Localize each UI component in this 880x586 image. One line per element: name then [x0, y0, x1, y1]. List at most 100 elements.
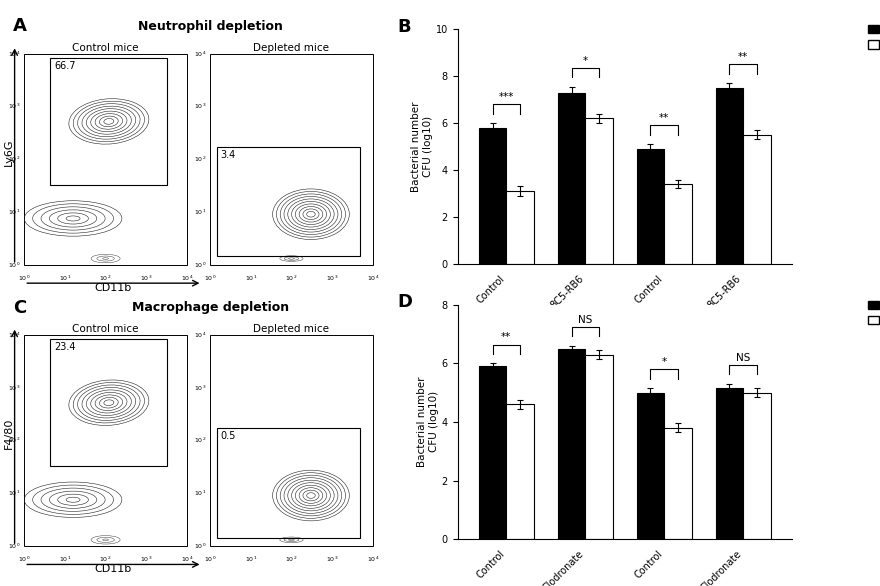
- Text: CD11b: CD11b: [95, 564, 132, 574]
- Bar: [744, 393, 771, 539]
- Text: 8C5-RB6: 8C5-RB6: [707, 273, 744, 310]
- Text: ***: ***: [499, 92, 514, 102]
- FancyBboxPatch shape: [210, 335, 373, 546]
- Text: 0.5: 0.5: [221, 431, 236, 441]
- Text: 10$^1$: 10$^1$: [8, 489, 20, 498]
- Text: 10$^1$: 10$^1$: [194, 489, 206, 498]
- Text: 10$^3$: 10$^3$: [194, 383, 206, 393]
- Text: 10$^2$: 10$^2$: [8, 155, 20, 164]
- Text: 23.4: 23.4: [55, 342, 76, 352]
- Text: 10$^1$: 10$^1$: [245, 554, 257, 564]
- Bar: [585, 118, 613, 264]
- Legend: HVEM$^{+/+}$, HVEM$^{-/-}$: HVEM$^{+/+}$, HVEM$^{-/-}$: [869, 298, 880, 325]
- Text: 10$^4$: 10$^4$: [194, 49, 206, 59]
- Text: 10$^1$: 10$^1$: [8, 207, 20, 217]
- Text: 10$^1$: 10$^1$: [194, 207, 206, 217]
- Text: 10$^0$: 10$^0$: [194, 541, 206, 551]
- Bar: [715, 388, 744, 539]
- Text: *: *: [583, 56, 588, 66]
- Text: 10$^2$: 10$^2$: [99, 273, 112, 282]
- Text: Control: Control: [474, 548, 506, 580]
- Text: 10$^3$: 10$^3$: [140, 554, 152, 564]
- Text: 10$^4$: 10$^4$: [180, 273, 194, 282]
- Text: D: D: [398, 293, 413, 311]
- Text: C: C: [12, 299, 26, 316]
- FancyBboxPatch shape: [210, 54, 373, 265]
- Text: Macrophage depletion: Macrophage depletion: [132, 301, 289, 315]
- Bar: [506, 191, 534, 264]
- Text: Neutrophil depletion: Neutrophil depletion: [137, 20, 282, 33]
- Text: 10$^4$: 10$^4$: [180, 554, 194, 564]
- Legend: HVEM$^{+/+}$, HVEM$^{-/-}$: HVEM$^{+/+}$, HVEM$^{-/-}$: [869, 22, 880, 50]
- Text: 10$^3$: 10$^3$: [194, 102, 206, 111]
- Bar: [585, 355, 613, 539]
- Bar: [636, 393, 664, 539]
- Text: 10$^4$: 10$^4$: [8, 49, 20, 59]
- Text: 10$^3$: 10$^3$: [8, 102, 20, 111]
- Text: 10$^1$: 10$^1$: [59, 554, 71, 564]
- Text: 10$^2$: 10$^2$: [8, 436, 20, 445]
- Text: 66.7: 66.7: [55, 61, 76, 71]
- Y-axis label: Bacterial number
CFU (log10): Bacterial number CFU (log10): [417, 377, 439, 467]
- Bar: [558, 93, 585, 264]
- Text: Control: Control: [633, 273, 664, 305]
- Text: Ly6G: Ly6G: [4, 139, 14, 166]
- Text: 10$^2$: 10$^2$: [194, 436, 206, 445]
- Text: 10$^1$: 10$^1$: [59, 273, 71, 282]
- Text: 10$^0$: 10$^0$: [8, 260, 20, 270]
- Text: 10$^0$: 10$^0$: [204, 273, 216, 282]
- Text: Peritoneal wash: Peritoneal wash: [504, 325, 587, 335]
- Text: 10$^3$: 10$^3$: [140, 273, 152, 282]
- Text: Control mice: Control mice: [72, 324, 139, 334]
- Text: 10$^4$: 10$^4$: [194, 331, 206, 340]
- Text: 3.4: 3.4: [221, 149, 236, 159]
- Text: 10$^0$: 10$^0$: [194, 260, 206, 270]
- Text: 10$^3$: 10$^3$: [8, 383, 20, 393]
- Text: 10$^2$: 10$^2$: [285, 273, 297, 282]
- FancyBboxPatch shape: [25, 54, 187, 265]
- Text: 10$^3$: 10$^3$: [326, 554, 338, 564]
- Text: 10$^0$: 10$^0$: [8, 541, 20, 551]
- Text: Liver: Liver: [691, 325, 716, 335]
- Bar: [636, 149, 664, 264]
- Text: 10$^4$: 10$^4$: [8, 331, 20, 340]
- Text: Control: Control: [633, 548, 664, 580]
- Text: B: B: [398, 18, 411, 36]
- Text: NS: NS: [578, 315, 592, 325]
- Y-axis label: Bacterial number
CFU (log10): Bacterial number CFU (log10): [411, 101, 433, 192]
- Text: 10$^0$: 10$^0$: [18, 554, 31, 564]
- Text: 10$^2$: 10$^2$: [99, 554, 112, 564]
- Text: 10$^1$: 10$^1$: [245, 273, 257, 282]
- Text: Depleted mice: Depleted mice: [253, 43, 329, 53]
- Text: F4/80: F4/80: [4, 418, 14, 449]
- Text: CD11b: CD11b: [95, 283, 132, 293]
- Text: 10$^2$: 10$^2$: [285, 554, 297, 564]
- Text: **: **: [659, 113, 670, 123]
- Bar: [558, 349, 585, 539]
- Text: 10$^4$: 10$^4$: [366, 273, 379, 282]
- Text: **: **: [738, 52, 748, 62]
- FancyBboxPatch shape: [25, 335, 187, 546]
- Text: Control mice: Control mice: [72, 43, 139, 53]
- Text: Clodronate: Clodronate: [540, 548, 585, 586]
- Bar: [715, 88, 744, 264]
- Text: 10$^3$: 10$^3$: [326, 273, 338, 282]
- Text: 8C5-RB6: 8C5-RB6: [548, 273, 585, 310]
- Bar: [479, 366, 506, 539]
- Bar: [479, 128, 506, 264]
- Text: Clodronate: Clodronate: [699, 548, 744, 586]
- Bar: [664, 184, 692, 264]
- Text: *: *: [662, 357, 667, 367]
- Text: NS: NS: [736, 353, 751, 363]
- Text: A: A: [12, 18, 26, 35]
- Bar: [506, 404, 534, 539]
- Bar: [664, 428, 692, 539]
- Text: 10$^2$: 10$^2$: [194, 155, 206, 164]
- Text: 10$^4$: 10$^4$: [366, 554, 379, 564]
- Text: 10$^0$: 10$^0$: [18, 273, 31, 282]
- Text: Depleted mice: Depleted mice: [253, 324, 329, 334]
- Text: 10$^0$: 10$^0$: [204, 554, 216, 564]
- Text: **: **: [502, 332, 511, 342]
- Text: Control: Control: [474, 273, 506, 305]
- Bar: [744, 135, 771, 264]
